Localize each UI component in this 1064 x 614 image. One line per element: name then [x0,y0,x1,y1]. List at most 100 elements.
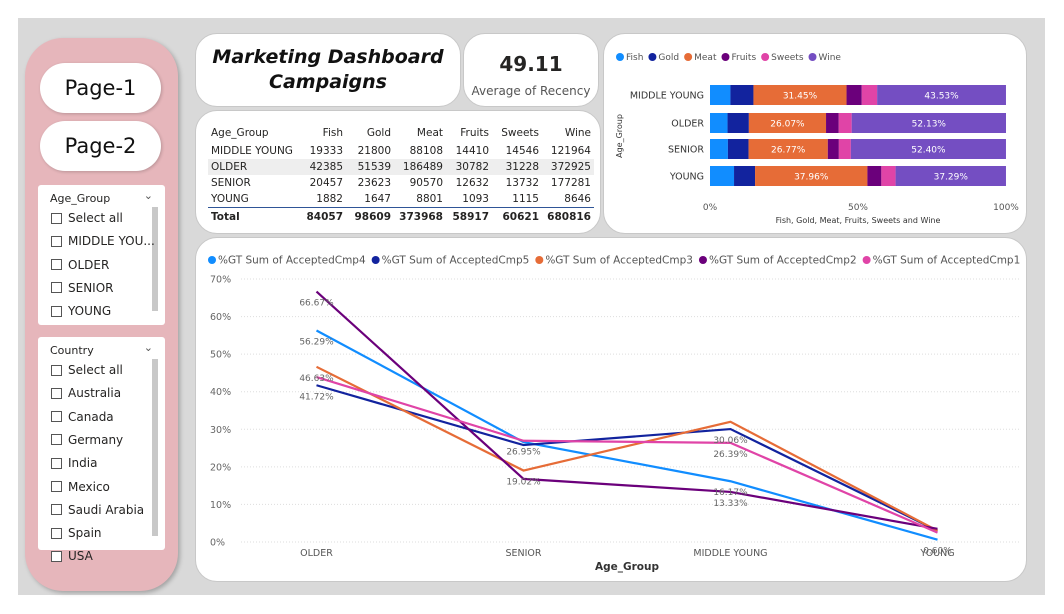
checkbox[interactable] [51,282,62,294]
table-row: MIDDLE YOUNG 19333 21800 88108 14410 14546 121… [208,143,594,159]
total-cell: 680816 [547,211,591,223]
table-cell: OLDER [211,161,248,173]
y-tick-label: YOUNG [669,172,704,183]
checkbox[interactable] [51,527,62,539]
checkbox[interactable] [51,550,62,562]
bar-segment [827,139,839,159]
checkbox[interactable] [51,259,62,271]
slicer-item-label: India [68,456,98,471]
table-header-row: Age_Group Fish Gold Meat Fruits Sweets Wine [208,123,594,143]
checkbox[interactable] [51,504,62,516]
bar-chart-card: Fish Gold Meat Fruits Sweets Wine Age_Group MID… [603,33,1027,234]
checkbox[interactable] [51,235,62,247]
checkbox[interactable] [51,457,62,469]
legend-marker [648,53,657,61]
total-cell: 58917 [452,211,489,223]
series-line [316,365,939,532]
y-tick-label: 70% [210,275,231,286]
bar-segment [727,139,749,159]
slicer-item[interactable]: Australia [51,383,121,403]
bar-segment [846,85,862,105]
x-tick-label: YOUNG [919,548,954,559]
slicer-item[interactable]: Select all [51,208,123,228]
table-cell: 1093 [462,193,489,205]
bar-segment [895,166,1006,186]
bar-segment [838,139,851,159]
bar-segment [748,139,828,159]
legend-marker [616,53,624,61]
nav-button[interactable]: Page-1 [40,63,161,113]
table-cell: 177281 [550,177,591,189]
legend-label: Fish [626,53,643,63]
slicer-item[interactable]: Mexico [51,477,110,497]
legend-marker [535,256,544,264]
legend-label: Fruits [731,53,756,63]
series-line [316,376,938,534]
table-cell: 1115 [512,193,539,205]
column-header: Sweets [501,127,539,139]
bar-segment [748,113,827,133]
slicer-item[interactable]: Select all [51,360,123,380]
slicer-item[interactable]: SENIOR [51,278,114,298]
legend-label: %GT Sum of AcceptedCmp4 [218,255,366,267]
checkbox[interactable] [51,434,62,446]
column-header: Fruits [460,127,489,139]
table-cell: 23623 [357,177,391,189]
checkbox[interactable] [51,481,62,492]
bar-segment [710,85,731,105]
slicer-item[interactable]: YOUNG [51,301,111,321]
slicer-item[interactable]: Canada [51,407,114,427]
y-tick-label: 0% [210,538,225,549]
column-header: Gold [366,127,391,139]
scrollbar [152,207,158,311]
bar-segment [826,113,839,133]
slicer-item-label: Saudi Arabia [68,502,145,517]
data-label: 52.13% [912,120,947,130]
table-cell: 12632 [455,177,489,189]
data-label: 0.60% [923,547,952,557]
y-tick-label: SENIOR [668,145,704,156]
checkbox[interactable] [51,364,62,376]
data-label: 46.63% [299,374,334,384]
series-line [315,290,938,530]
checkbox[interactable] [51,212,62,224]
table-cell: 1882 [316,193,343,205]
slicer-item[interactable]: MIDDLE YOU... [51,231,155,251]
table-cell: 372925 [550,161,591,173]
slicer-item[interactable]: OLDER [51,255,109,275]
y-tick-label: 60% [210,312,231,323]
slicer-item[interactable]: India [51,453,97,473]
total-cell: 373968 [399,211,443,223]
slicer-item[interactable]: USA [51,546,93,566]
bar-segment [867,166,882,186]
legend-label: %GT Sum of AcceptedCmp2 [709,255,857,267]
line-chart-card: %GT Sum of AcceptedCmp4 %GT Sum of Accept… [195,237,1027,582]
checkbox[interactable] [51,411,62,423]
y-tick-label: 30% [210,425,231,436]
slicer-item[interactable]: Spain [51,523,102,543]
series-line [315,329,938,541]
table-cell: 42385 [309,161,343,173]
y-tick-label: 20% [210,462,231,473]
checkbox[interactable] [51,305,62,317]
slicer-chevron: ⌄ [143,341,153,354]
slicer-item[interactable]: Saudi Arabia [51,500,144,520]
table-cell: 186489 [402,161,443,173]
data-label: 13.33% [713,499,748,509]
legend-marker [371,256,380,264]
nav-button[interactable]: Page-2 [40,121,161,171]
table-cell: 13732 [505,177,539,189]
table-cell: 1647 [364,193,391,205]
data-label: 26.07% [770,120,805,130]
checkbox[interactable] [51,387,62,399]
slicer-item[interactable]: Germany [51,430,123,450]
x-tick-label: 50% [848,203,868,213]
data-label: 37.96% [794,173,829,183]
bar-segment [850,139,1006,159]
bar-segment [710,113,728,133]
table-cell: 14546 [505,145,539,157]
slicer: Age_Group ⌄ Select all MIDDLE YOU... OLDER SE… [38,185,165,325]
bar-segment [710,139,728,159]
slicer-item-label: USA [68,549,93,564]
x-tick-label: 100% [993,203,1019,213]
